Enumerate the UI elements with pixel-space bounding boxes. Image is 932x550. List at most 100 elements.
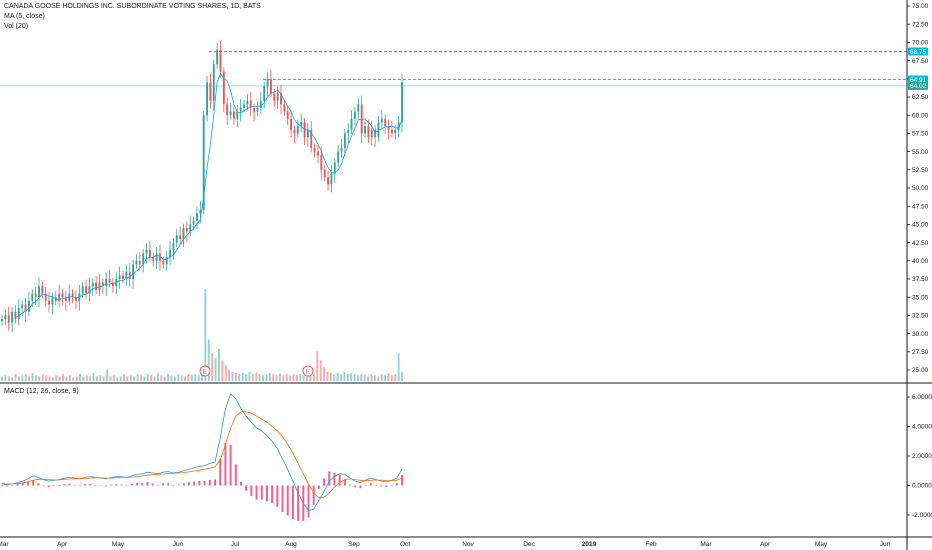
- earnings-marker: [302, 365, 314, 377]
- volume-bar: [214, 358, 217, 381]
- price-label-text: 64.91: [910, 77, 927, 84]
- candle-body: [108, 279, 111, 283]
- volume-bar: [184, 376, 186, 381]
- volume-bar: [258, 374, 261, 381]
- candle-body: [283, 104, 286, 112]
- volume-bar: [248, 371, 251, 381]
- macd-histogram-bar: [328, 471, 331, 486]
- candle-body: [380, 118, 383, 123]
- macd-histogram-bar: [333, 473, 336, 486]
- candle-body: [209, 82, 212, 101]
- macd-histogram-bar: [84, 484, 87, 486]
- volume-bar: [346, 374, 349, 381]
- macd-histogram-bar: [286, 485, 289, 516]
- time-axis-label: Feb: [645, 541, 657, 548]
- macd-histogram-bar: [68, 483, 71, 486]
- candle-body: [98, 282, 101, 290]
- price-label-box: [908, 75, 928, 84]
- volume-bar: [268, 372, 271, 381]
- macd-histogram-bar: [104, 485, 107, 487]
- candle-body: [313, 147, 316, 152]
- candle-body: [367, 126, 370, 138]
- volume-bar: [367, 376, 370, 381]
- ma-line: [15, 72, 403, 318]
- time-axis-label: Aug: [285, 541, 297, 548]
- macd-histogram-bar: [297, 485, 300, 521]
- volume-bar: [336, 372, 339, 381]
- candle-body: [216, 49, 219, 65]
- candle-body: [226, 104, 229, 116]
- candle-body: [233, 111, 235, 119]
- candle-body: [189, 224, 192, 232]
- macd-histogram-bar: [203, 481, 206, 486]
- macd-histogram-bar: [6, 485, 9, 487]
- volume-bar: [102, 376, 105, 381]
- volume-bar: [146, 374, 149, 381]
- candle-body: [394, 129, 397, 134]
- volume-bar: [38, 376, 41, 381]
- candle-body: [95, 282, 98, 290]
- price-tick-label: 45.00: [912, 222, 929, 229]
- candle-body: [300, 122, 303, 127]
- volume-bar: [65, 376, 68, 381]
- candle-body: [61, 293, 64, 298]
- macd-histogram-bar: [156, 484, 159, 486]
- macd-histogram-bar: [291, 485, 294, 520]
- price-tick-label: 70.00: [912, 40, 929, 47]
- volume-bar: [285, 374, 288, 381]
- volume-bar: [323, 367, 325, 381]
- macd-histogram-bar: [281, 485, 284, 513]
- macd-histogram-bar: [26, 481, 29, 486]
- candle-body: [135, 260, 138, 265]
- volume-bar: [377, 376, 380, 381]
- candle-body: [196, 213, 198, 221]
- macd-tick-label: 2.0000: [912, 453, 932, 460]
- volume-bar: [48, 376, 51, 381]
- macd-histogram-bar: [380, 485, 383, 487]
- candle-body: [374, 129, 377, 138]
- volume-bar: [234, 372, 237, 381]
- macd-histogram-bar: [125, 485, 128, 487]
- candle-body: [7, 315, 10, 323]
- volume-bar: [123, 374, 125, 381]
- candle-body: [169, 249, 171, 258]
- volume-bar: [62, 374, 64, 381]
- volume-bar: [167, 374, 170, 381]
- macd-histogram-bar: [78, 485, 81, 487]
- volume-bar: [140, 375, 142, 381]
- volume-bar: [255, 372, 258, 381]
- price-tick-label: 25.00: [912, 367, 929, 374]
- candle-body: [229, 111, 232, 116]
- volume-bar: [34, 375, 37, 381]
- price-tick-label: 32.50: [912, 313, 929, 320]
- candle-body: [206, 82, 208, 116]
- price-tick-label: 60.00: [912, 112, 929, 119]
- candle-body: [27, 300, 30, 312]
- candle-body: [142, 253, 145, 265]
- volume-bar: [228, 369, 231, 381]
- volume-bar: [370, 374, 373, 381]
- macd-histogram-bar: [188, 482, 191, 486]
- macd-line: [1, 393, 403, 512]
- macd-histogram-bar: [250, 485, 253, 497]
- candle-body: [249, 100, 252, 108]
- volume-bar: [95, 376, 98, 381]
- macd-histogram-bar: [42, 485, 45, 487]
- macd-histogram-bar: [115, 484, 118, 486]
- macd-histogram-bar: [58, 485, 61, 486]
- volume-bar: [373, 375, 376, 381]
- volume-bar: [363, 375, 366, 381]
- candle-body: [390, 129, 393, 134]
- candle-body: [397, 122, 400, 130]
- price-tick-label: 55.00: [912, 149, 929, 156]
- candle-body: [24, 304, 27, 312]
- volume-bar: [21, 375, 24, 381]
- volume-bar: [72, 377, 75, 381]
- signal-line: [1, 411, 403, 498]
- candle-body: [387, 126, 390, 130]
- volume-bar: [390, 375, 393, 381]
- volume-bar: [173, 376, 176, 381]
- time-axis-label: Jul: [231, 541, 240, 548]
